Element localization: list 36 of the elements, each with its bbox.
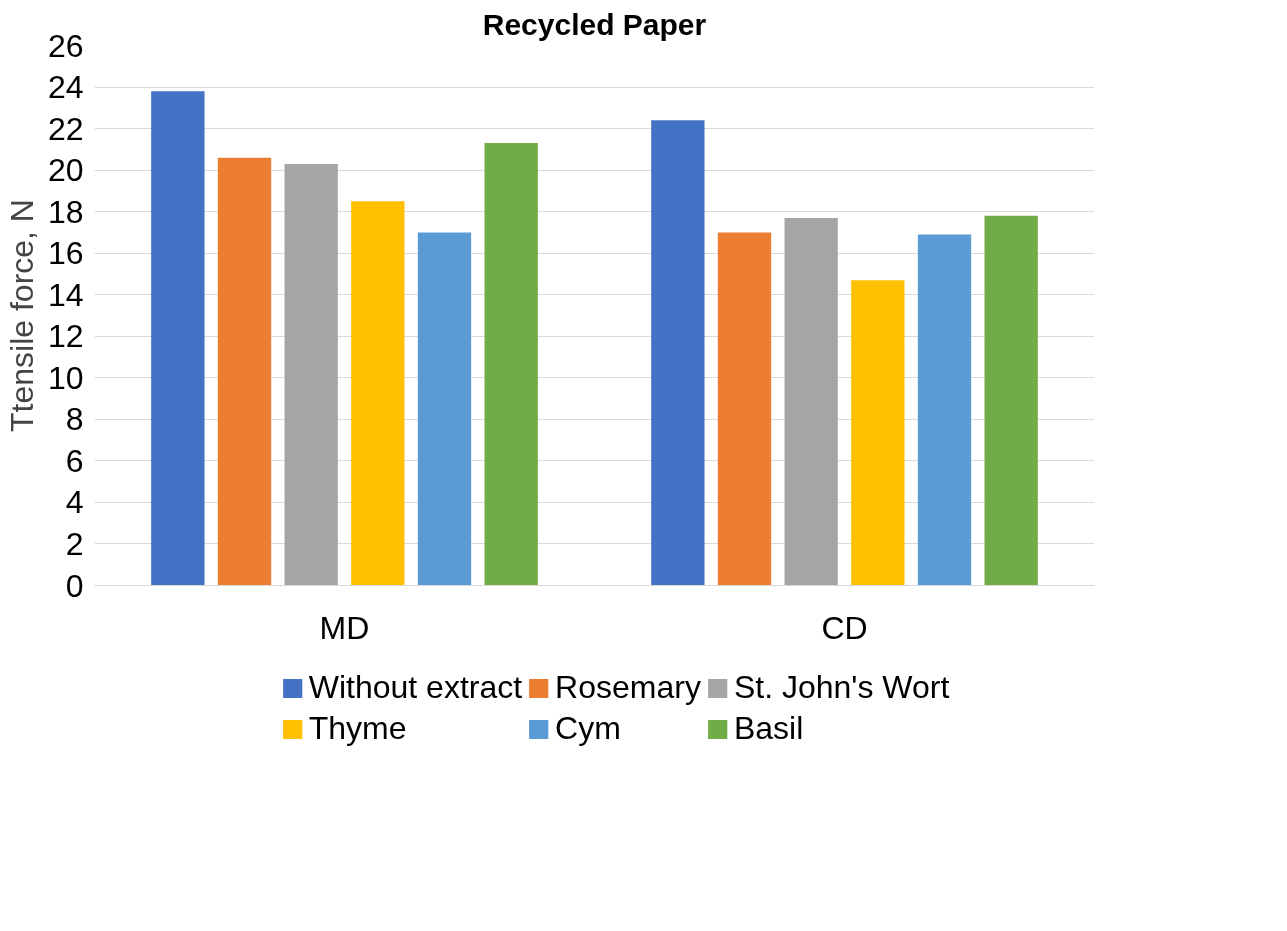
bar bbox=[984, 215, 1038, 586]
bar bbox=[151, 91, 205, 586]
legend-label: Without extract bbox=[308, 669, 523, 706]
y-tick-label: 6 bbox=[65, 442, 84, 479]
bar bbox=[851, 280, 905, 586]
bar bbox=[717, 232, 772, 586]
y-tick-label: 16 bbox=[47, 235, 84, 272]
y-tick-label: 20 bbox=[47, 152, 84, 189]
y-tick-label: 24 bbox=[47, 69, 84, 106]
bar bbox=[284, 163, 338, 586]
y-tick-label: 26 bbox=[47, 27, 84, 64]
bar bbox=[917, 234, 972, 586]
chart-title: Recycled Paper bbox=[482, 7, 707, 41]
y-tick-label: 14 bbox=[47, 276, 84, 313]
y-tick-label: 12 bbox=[47, 318, 84, 355]
y-tick-label: 10 bbox=[47, 359, 84, 396]
y-tick-label: 0 bbox=[65, 567, 84, 604]
bar bbox=[351, 201, 405, 586]
y-tick-label: 8 bbox=[65, 401, 84, 438]
bar bbox=[784, 217, 838, 586]
bar bbox=[217, 157, 272, 586]
bar bbox=[417, 232, 472, 586]
legend-label: Rosemary bbox=[555, 669, 701, 706]
y-tick-label: 18 bbox=[47, 193, 84, 230]
legend-label: Cym bbox=[555, 710, 621, 747]
bar bbox=[651, 120, 705, 586]
legend-label: Thyme bbox=[308, 710, 407, 747]
y-tick-label: 22 bbox=[47, 110, 84, 147]
x-tick-label: MD bbox=[319, 609, 370, 646]
bar bbox=[484, 143, 538, 586]
y-tick-label: 2 bbox=[65, 525, 84, 562]
y-axis-title: Ttensile force, N bbox=[3, 199, 40, 432]
legend-label: St. John's Wort bbox=[733, 669, 950, 706]
legend-label: Basil bbox=[733, 710, 804, 747]
y-tick-label: 4 bbox=[65, 484, 84, 521]
x-tick-label: CD bbox=[821, 609, 868, 646]
